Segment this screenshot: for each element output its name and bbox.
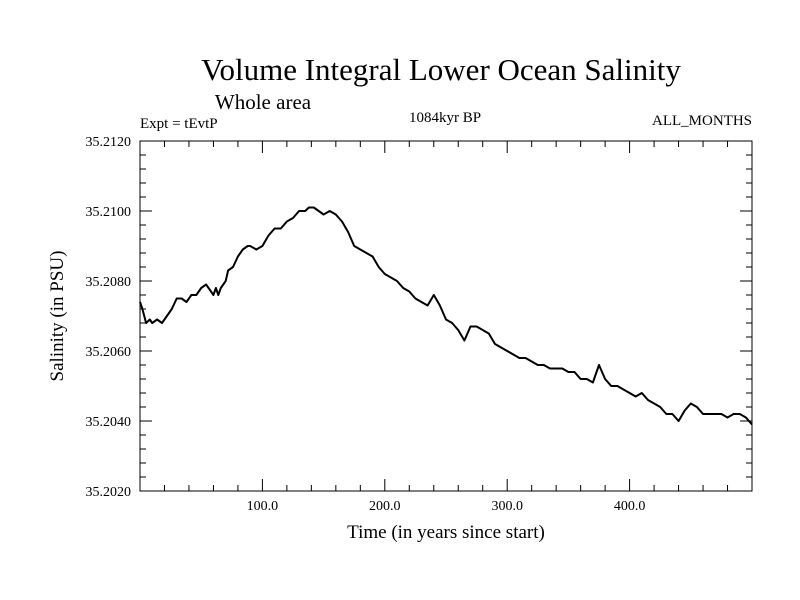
- axis-ticks: [140, 141, 752, 491]
- plot-frame: [139, 140, 753, 492]
- chart-title: Volume Integral Lower Ocean Salinity: [201, 52, 681, 87]
- salinity-series-line: [139, 206, 753, 426]
- x-tick-label: 100.0: [247, 499, 279, 514]
- y-axis-label: Salinity (in PSU): [47, 251, 68, 382]
- experiment-label: Expt = tEvtP: [140, 116, 218, 132]
- y-tick-label: 35.2120: [86, 135, 132, 150]
- y-tick-label: 35.2040: [86, 415, 132, 430]
- period-label: 1084kyr BP: [409, 110, 481, 126]
- x-tick-label: 200.0: [369, 499, 401, 514]
- y-tick-label: 35.2100: [86, 205, 132, 220]
- x-tick-label: 400.0: [614, 499, 646, 514]
- x-tick-label: 300.0: [491, 499, 523, 514]
- y-tick-label: 35.2060: [86, 345, 132, 360]
- x-axis-label: Time (in years since start): [347, 522, 545, 543]
- y-tick-label: 35.2080: [86, 275, 132, 290]
- months-label: ALL_MONTHS: [652, 113, 752, 129]
- axis-tick-labels: 100.0 200.0 300.0 400.0 35.2020 35.2040 35.206…: [86, 135, 646, 514]
- y-tick-label: 35.2020: [86, 485, 132, 500]
- chart-subtitle: Whole area: [215, 90, 312, 114]
